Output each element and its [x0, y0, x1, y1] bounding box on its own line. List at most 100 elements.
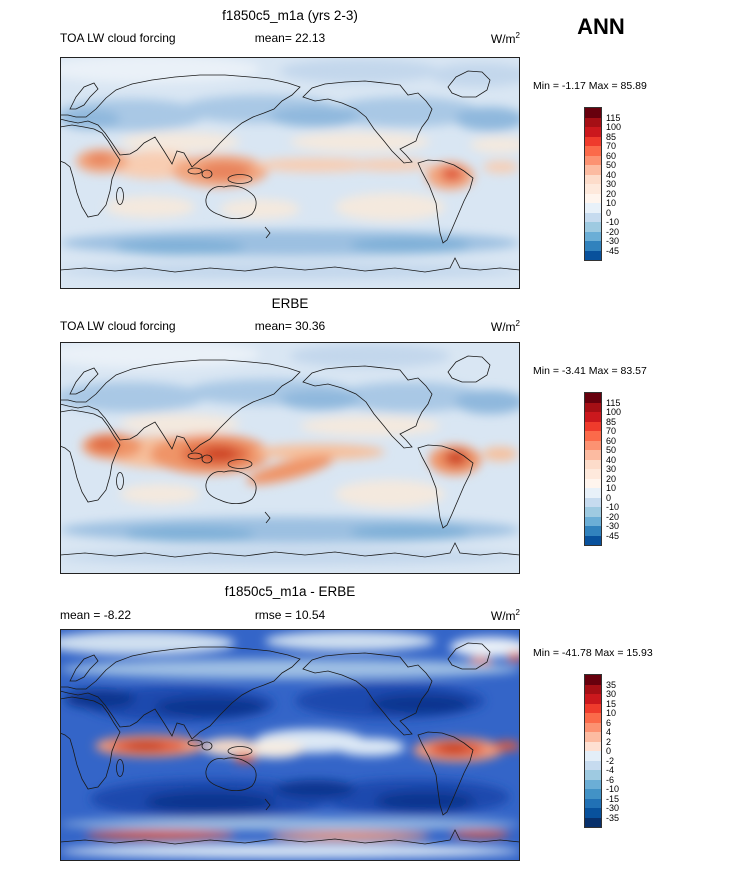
colorbar-cell: [585, 760, 601, 770]
colorbar-tick-label: -2: [606, 755, 615, 766]
colorbar-tick-label: -30: [606, 236, 620, 246]
colorbar-tick-label: 115: [606, 112, 621, 123]
colorbar-cell: [585, 516, 601, 526]
colorbar-tick-label: 40: [606, 169, 617, 180]
colorbar-cell: [585, 675, 601, 685]
colorbar-tick-label: 115: [606, 397, 621, 408]
panel-diff-units: W/m2: [490, 608, 520, 623]
colorbar-tick-label: -30: [606, 803, 620, 813]
colorbar-cell: [585, 459, 601, 469]
map-border: [60, 342, 520, 574]
colorbar-cell: [585, 684, 601, 694]
panel-diff-rmse: rmse = 10.54: [254, 608, 326, 622]
map-diff: [45, 629, 530, 861]
colorbar-cell: [585, 722, 601, 732]
colorbar-tick-label: 4: [606, 727, 612, 737]
colorbar-tick-label: -4: [606, 765, 615, 775]
colorbar-tick-label: 50: [606, 160, 617, 170]
colorbar-cell: [585, 393, 601, 403]
colorbar-tick-label: 70: [606, 141, 617, 151]
colorbar-cell: [585, 789, 601, 799]
panel-diff-title: f1850c5_m1a - ERBE: [224, 584, 356, 599]
colorbar-tick-label: 10: [606, 198, 617, 208]
colorbar-cell: [585, 440, 601, 450]
colorbar-tick-label: 100: [606, 407, 622, 417]
colorbar-tick-label: -6: [606, 774, 615, 785]
colorbar-tick-label: -10: [606, 502, 620, 512]
colorbar-cell: [585, 478, 601, 488]
colorbar-cell: [585, 174, 601, 184]
colorbar-cell: [585, 108, 601, 118]
colorbar-cell: [585, 808, 601, 818]
panel-diff-mean: mean = -8.22: [60, 608, 132, 622]
colorbar-cell: [585, 146, 601, 156]
season-label: ANN: [577, 14, 625, 39]
colorbar-cell: [585, 469, 601, 479]
panel-model-minmax: Min = -1.17 Max = 85.89: [533, 80, 647, 92]
colorbar-tick-label: 6: [606, 717, 612, 728]
colorbar-cell: [585, 412, 601, 422]
map-diff-container: [45, 629, 530, 866]
colorbar-cell: [585, 497, 601, 507]
colorbar-cell: [585, 231, 601, 241]
colorbar-cell: [585, 488, 601, 498]
colorbar-erbe: 115 100 85 70 60 50 40 30 20 10 0 -10 -20 -30 -45: [584, 392, 621, 546]
map-erbe: [40, 340, 525, 574]
panel-model-variable-label: TOA LW cloud forcing: [60, 31, 176, 45]
colorbar-cell: [585, 421, 601, 431]
map-model-container: [40, 55, 530, 294]
colorbar-tick-label: 30: [606, 464, 617, 474]
colorbar-cell: [585, 241, 601, 251]
panel-erbe-units: W/m2: [490, 319, 520, 334]
colorbar-tick-label: 20: [606, 473, 617, 484]
colorbar-tick-label: -35: [606, 812, 620, 823]
panel-erbe-minmax: Min = -3.41 Max = 83.57: [533, 365, 647, 377]
colorbar-cell: [585, 526, 601, 536]
colorbar-tick-label: -20: [606, 226, 620, 237]
colorbar-cell: [585, 250, 601, 260]
colorbar-cell: [585, 817, 601, 827]
colorbar-cell: [585, 741, 601, 751]
colorbar-tick-label: 70: [606, 426, 617, 436]
colorbar-cell: [585, 770, 601, 780]
colorbar-cell: [585, 127, 601, 137]
colorbar-cell: [585, 450, 601, 460]
colorbar-tick-label: 100: [606, 122, 622, 132]
colorbar-tick-label: 60: [606, 435, 617, 446]
colorbar-tick-label: 30: [606, 179, 617, 189]
colorbar-tick-label: 10: [606, 483, 617, 493]
panel-erbe-variable-label: TOA LW cloud forcing: [60, 319, 176, 333]
colorbar-tick-label: 15: [606, 698, 617, 709]
colorbar-tick-label: 0: [606, 746, 612, 756]
colorbar-cell: [585, 431, 601, 441]
contour-field-diff: [45, 631, 530, 858]
colorbar-cell: [585, 402, 601, 412]
colorbar-cell: [585, 751, 601, 761]
colorbar-cell: [585, 222, 601, 232]
colorbar-cell: [585, 117, 601, 127]
colorbar-model: 115 100 85 70 60 50 40 30 20 10 0 -10 -20 -30 -45: [584, 107, 621, 261]
colorbar-cell: [585, 212, 601, 222]
colorbar-cell: [585, 203, 601, 213]
colorbar-cell: [585, 165, 601, 175]
colorbar-tick-label: -20: [606, 511, 620, 522]
colorbar-tick-label: -45: [606, 245, 620, 256]
colorbar-cell: [585, 703, 601, 713]
colorbar-tick-label: -15: [606, 793, 620, 804]
colorbar-cell: [585, 798, 601, 808]
map-border: [60, 629, 520, 861]
colorbar-tick-label: 85: [606, 416, 617, 427]
colorbar-cell: [585, 136, 601, 146]
map-border: [60, 57, 520, 289]
colorbar-tick-label: 50: [606, 445, 617, 455]
colorbar-cell: [585, 184, 601, 194]
colorbar-tick-label: 2: [606, 736, 612, 747]
colorbar-tick-label: 35: [606, 679, 617, 690]
colorbar-diff: 35 30 15 10 6 4 2 0 -2 -4 -6 -10 -15 -30 -35: [584, 674, 619, 828]
panel-model-title: f1850c5_m1a (yrs 2-3): [222, 8, 358, 23]
panel-model-units: W/m2: [490, 31, 520, 46]
colorbar-cell: [585, 193, 601, 203]
colorbar-tick-label: 30: [606, 689, 617, 699]
colorbar-cell: [585, 535, 601, 545]
